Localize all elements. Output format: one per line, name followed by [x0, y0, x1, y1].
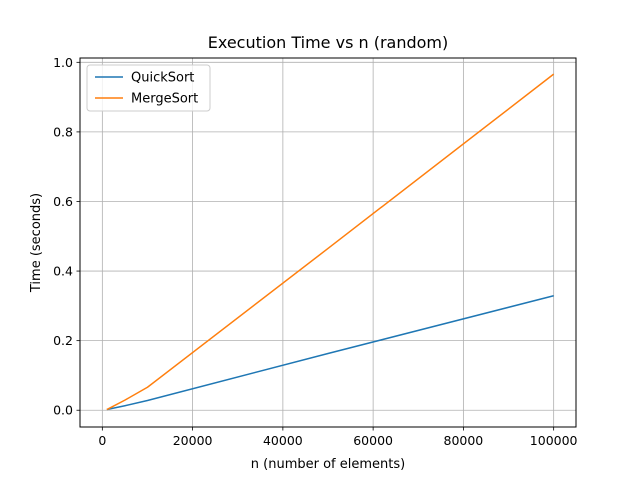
y-tick-label: 0.4	[53, 264, 73, 279]
y-tick-label: 0.2	[53, 333, 73, 348]
x-tick-label: 20000	[173, 433, 213, 448]
tick-layer: 0 20000 40000 60000 80000 100000 0.0 0.2 0.4 0.6 0…	[53, 55, 577, 448]
y-tick-label: 0.0	[53, 403, 73, 418]
chart-title: Execution Time vs n (random)	[208, 33, 449, 52]
y-tick-label: 0.8	[53, 124, 73, 139]
legend: QuickSort MergeSort	[86, 64, 211, 112]
series-line-mergesort	[106, 73, 555, 411]
y-tick-label: 1.0	[53, 55, 73, 70]
x-tick-label: 100000	[530, 433, 578, 448]
plot-frame	[79, 57, 577, 428]
y-axis-label: Time (seconds)	[29, 193, 44, 293]
x-tick-label: 0	[98, 433, 106, 448]
legend-label-mergesort: MergeSort	[131, 92, 198, 107]
x-axis-label: n (number of elements)	[251, 457, 405, 472]
series-line-quicksort	[106, 295, 554, 411]
x-tick-label: 60000	[353, 433, 393, 448]
legend-label-quicksort: QuickSort	[131, 71, 194, 86]
x-tick-label: 80000	[444, 433, 484, 448]
grid-layer	[80, 58, 576, 427]
y-tick-label: 0.6	[53, 194, 73, 209]
x-tick-label: 40000	[263, 433, 303, 448]
series-layer	[106, 73, 555, 411]
